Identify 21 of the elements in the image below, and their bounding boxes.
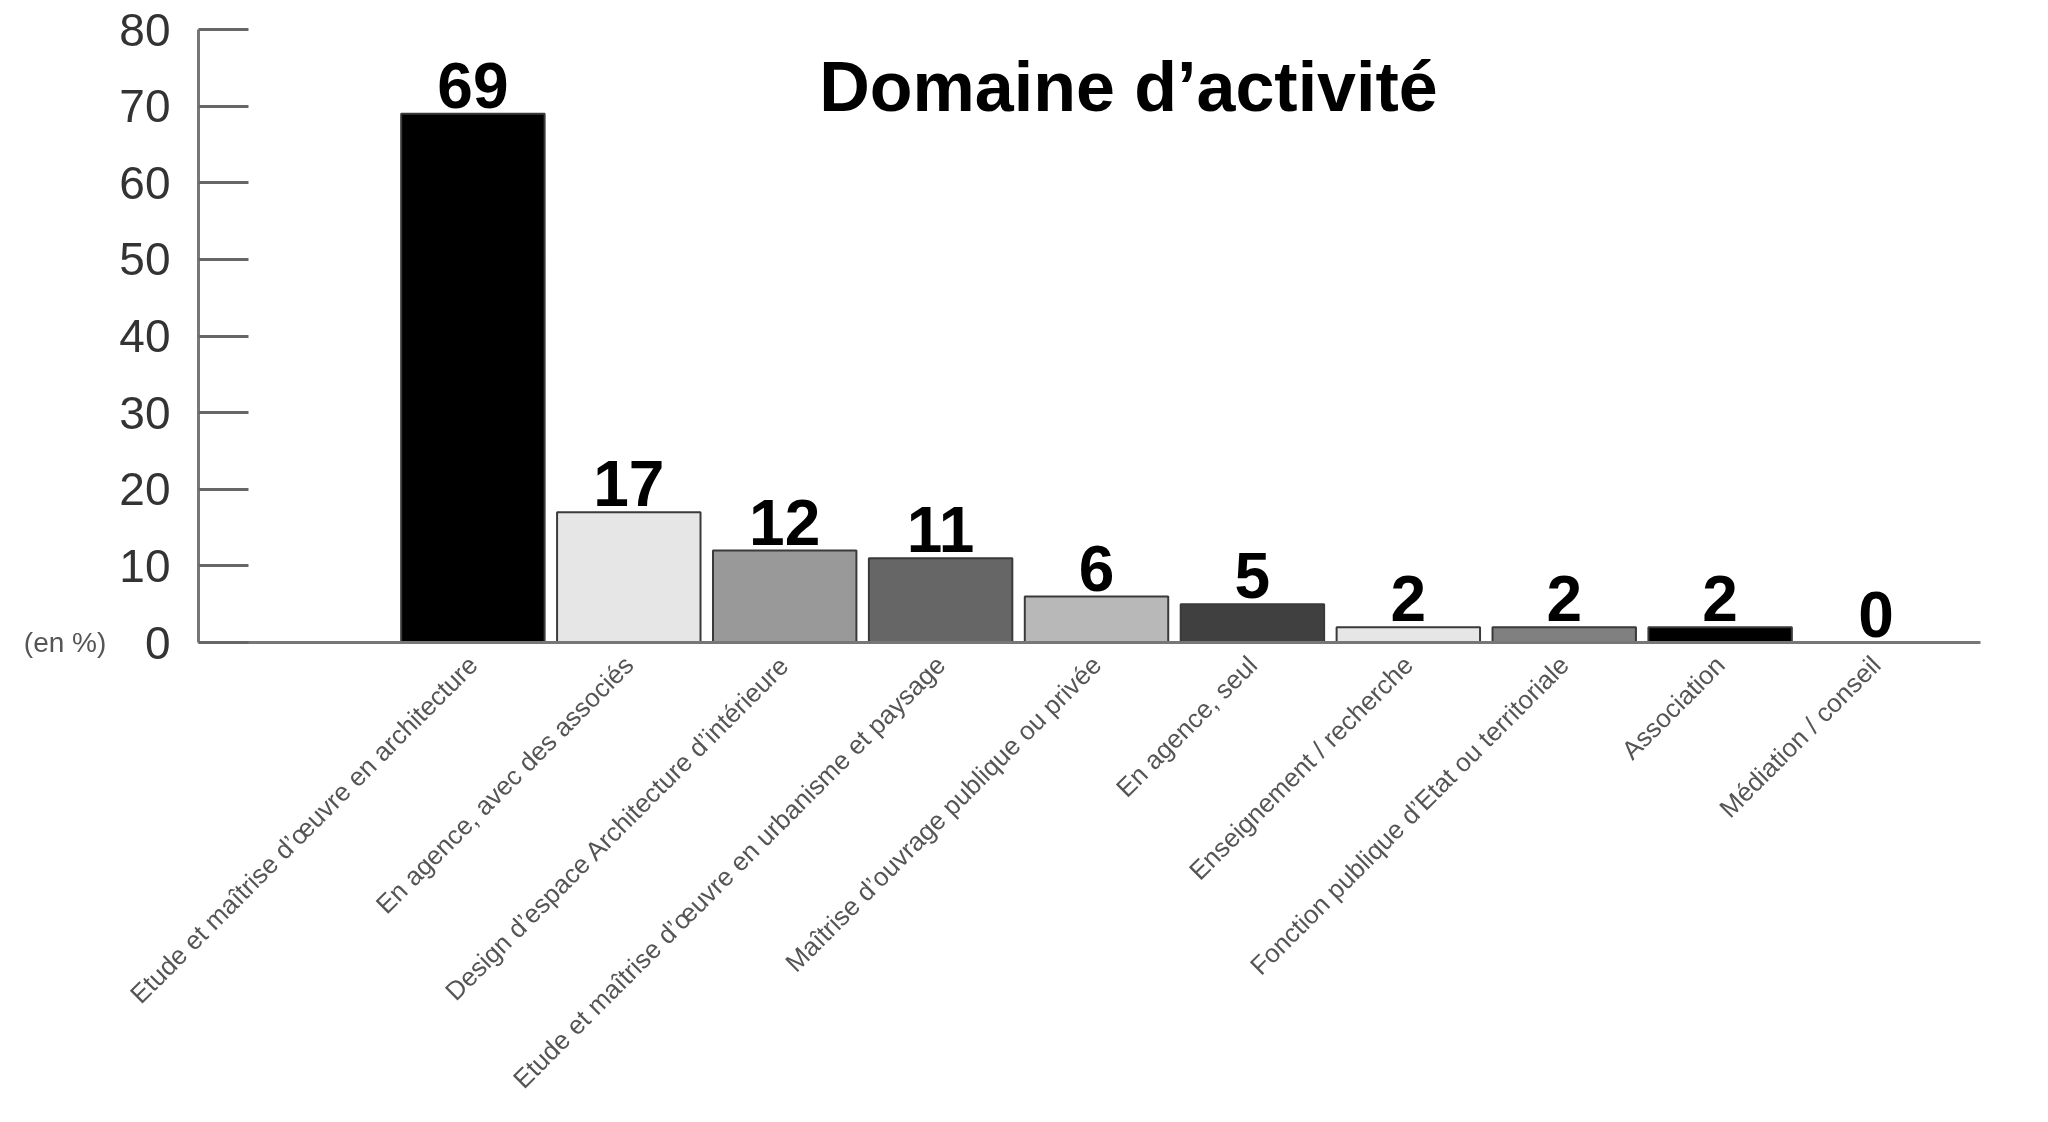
y-tick-label: 80 — [119, 3, 171, 56]
data-label: 17 — [593, 448, 665, 521]
y-axis-title: (en %) — [23, 627, 107, 658]
y-tick-label: 10 — [119, 539, 171, 592]
y-tick-label: 30 — [119, 386, 171, 439]
data-label: 69 — [437, 49, 509, 122]
data-label: 11 — [906, 494, 975, 567]
y-tick-label: 50 — [119, 233, 171, 286]
data-label: 12 — [749, 486, 821, 559]
data-label: 2 — [1390, 563, 1427, 636]
data-label: 0 — [1858, 578, 1894, 651]
chart-title: Domaine d’activité — [819, 47, 1438, 126]
data-label: 5 — [1234, 540, 1271, 613]
y-tick-label: 70 — [119, 80, 171, 133]
y-tick-label: 0 — [144, 616, 171, 669]
y-tick-label: 60 — [119, 156, 171, 209]
y-tick-label: 20 — [119, 463, 171, 516]
y-tick-label: 40 — [119, 310, 171, 362]
data-label: 2 — [1546, 563, 1583, 636]
data-label: 6 — [1078, 532, 1115, 605]
data-label: 2 — [1702, 563, 1738, 636]
